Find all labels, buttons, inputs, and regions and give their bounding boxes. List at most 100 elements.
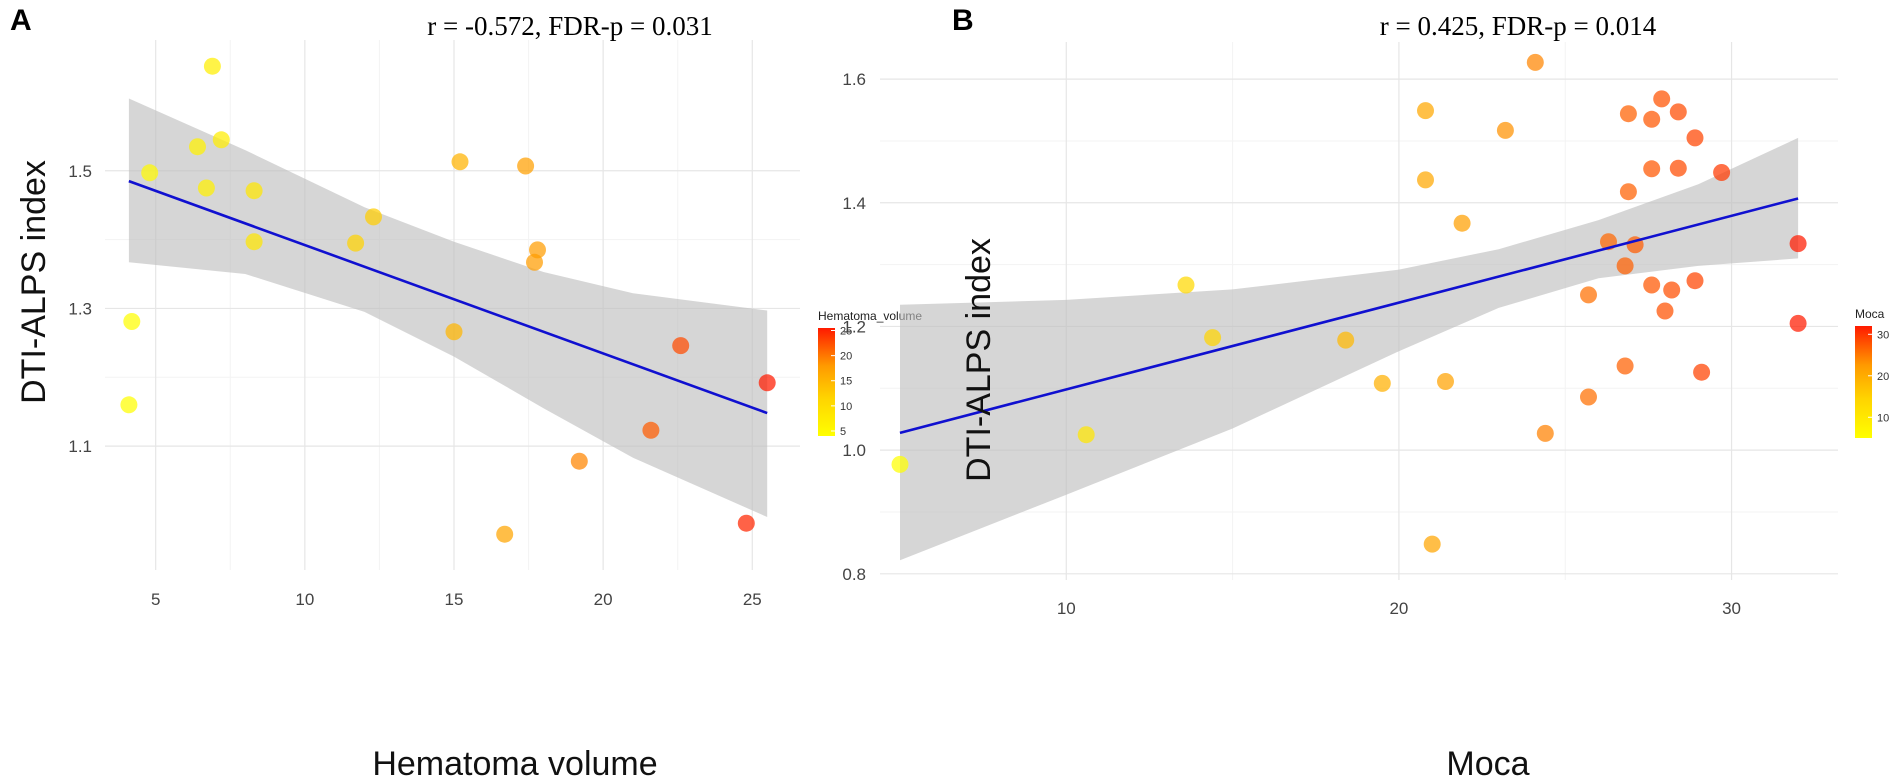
data-point <box>245 182 263 200</box>
data-point <box>496 525 514 543</box>
data-point <box>123 313 141 330</box>
data-point <box>451 153 469 171</box>
legend-title-a: Hematoma_volume <box>818 309 922 323</box>
data-point <box>1686 129 1704 147</box>
panel-a: A r = -0.572, FDR-p = 0.031 5 10 15 20 25 1.… <box>10 4 922 783</box>
colorbar-b <box>1855 326 1872 438</box>
data-point <box>1204 329 1222 347</box>
data-point <box>365 208 382 226</box>
x-axis-title-a: Hematoma volume <box>372 745 657 783</box>
data-point <box>1526 53 1544 71</box>
legend-tick-label: 20 <box>1877 371 1889 383</box>
panel-b: B r = 0.425, FDR-p = 0.014 10 20 30 0.8 1.0… <box>842 4 1889 783</box>
y-tick-label: 1.4 <box>842 194 866 213</box>
x-axis-title-b: Moca <box>1446 745 1529 783</box>
data-point <box>1643 110 1661 128</box>
panel-letter-b: B <box>952 4 974 37</box>
y-tick-labels-a: 1.1 1.3 1.5 <box>68 162 92 456</box>
confidence-band-a <box>128 98 768 517</box>
data-point <box>1536 424 1554 442</box>
y-tick-label: 1.6 <box>842 70 866 89</box>
x-tick-labels-a: 5 10 15 20 25 <box>151 590 762 609</box>
data-point <box>197 179 215 197</box>
legend-ticks-a: 5 10 15 20 25 <box>831 326 852 438</box>
data-point <box>1653 90 1671 108</box>
data-point <box>758 374 776 392</box>
legend-tick-label: 20 <box>840 351 852 363</box>
legend-tick-label: 25 <box>840 326 852 338</box>
y-tick-label: 1.5 <box>68 162 92 181</box>
data-point <box>1580 388 1597 406</box>
data-point <box>672 337 690 355</box>
data-point <box>1789 314 1807 332</box>
ci-band <box>900 137 1799 561</box>
data-point <box>1580 286 1597 304</box>
x-tick-label: 20 <box>1389 599 1408 618</box>
data-point <box>1619 105 1637 123</box>
data-point <box>141 164 159 182</box>
data-point <box>1337 331 1355 349</box>
data-point <box>1686 272 1704 290</box>
chart-title-a: r = -0.572, FDR-p = 0.031 <box>427 11 712 41</box>
data-point <box>1417 171 1434 189</box>
data-point <box>642 421 660 439</box>
data-point <box>517 157 535 175</box>
data-point <box>570 452 588 470</box>
scatter-points-a <box>120 57 776 543</box>
y-tick-label: 1.3 <box>68 299 92 318</box>
regression-line <box>899 197 1799 435</box>
chart-title-b: r = 0.425, FDR-p = 0.014 <box>1380 11 1657 41</box>
x-tick-labels-b: 10 20 30 <box>1057 599 1741 618</box>
data-point <box>1437 373 1454 390</box>
x-tick-label: 20 <box>594 590 613 609</box>
y-tick-label: 1.2 <box>842 317 866 336</box>
data-point <box>1656 302 1674 320</box>
y-axis-title-a: DTI-ALPS index <box>15 160 53 404</box>
y-tick-label: 0.8 <box>842 565 866 584</box>
x-tick-label: 15 <box>445 590 464 609</box>
data-point <box>1616 357 1634 375</box>
color-legend-b: Moca 10 20 30 <box>1855 307 1889 438</box>
y-tick-labels-b: 0.8 1.0 1.2 1.4 1.6 <box>842 70 866 584</box>
data-point <box>1693 363 1711 381</box>
x-tick-label: 10 <box>1057 599 1076 618</box>
data-point <box>737 514 755 532</box>
data-point <box>1669 103 1687 121</box>
data-point <box>1177 276 1195 294</box>
data-point <box>1669 159 1687 177</box>
x-tick-label: 10 <box>295 590 314 609</box>
legend-tick-label: 5 <box>840 426 846 438</box>
y-tick-label: 1.1 <box>68 437 92 456</box>
data-point <box>891 455 909 473</box>
legend-tick-label: 10 <box>1877 412 1889 424</box>
data-point <box>245 233 263 251</box>
data-point <box>1496 121 1514 139</box>
data-point <box>203 57 221 75</box>
regression-line <box>128 179 768 415</box>
scatter-points-b <box>891 53 1807 553</box>
legend-tick-label: 15 <box>840 376 852 388</box>
x-tick-label: 25 <box>743 590 762 609</box>
legend-ticks-b: 10 20 30 <box>1868 329 1889 424</box>
data-point <box>189 138 206 156</box>
panel-letter-a: A <box>10 4 32 37</box>
data-point <box>1616 257 1634 275</box>
x-tick-label: 5 <box>151 590 160 609</box>
data-point <box>1373 374 1391 392</box>
legend-title-b: Moca <box>1855 307 1885 321</box>
legend-tick-label: 30 <box>1877 329 1889 341</box>
data-point <box>1643 276 1661 294</box>
ci-band <box>128 98 768 517</box>
data-point <box>212 131 230 149</box>
data-point <box>445 323 463 341</box>
data-point <box>1789 235 1807 253</box>
regression-line-a <box>128 179 768 415</box>
confidence-band-b <box>900 137 1799 561</box>
y-axis-title-b: DTI-ALPS index <box>960 238 998 482</box>
color-legend-a: Hematoma_volume 5 10 15 20 25 <box>818 309 922 438</box>
data-point <box>1077 426 1095 444</box>
data-point <box>1423 535 1441 553</box>
data-point <box>120 396 138 414</box>
data-point <box>1619 183 1637 201</box>
